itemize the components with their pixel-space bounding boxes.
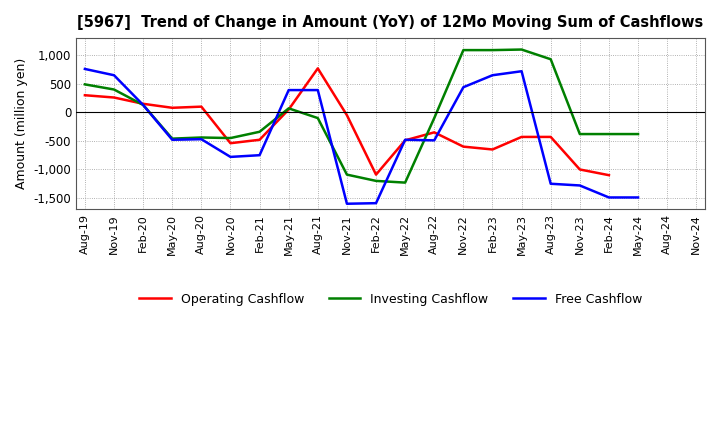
Investing Cashflow bbox=[605, 132, 613, 137]
Investing Cashflow bbox=[634, 132, 642, 137]
Title: [5967]  Trend of Change in Amount (YoY) of 12Mo Moving Sum of Cashflows: [5967] Trend of Change in Amount (YoY) o… bbox=[78, 15, 703, 30]
Operating Cashflow bbox=[197, 104, 206, 109]
Investing Cashflow bbox=[226, 136, 235, 141]
Investing Cashflow bbox=[168, 136, 176, 141]
Operating Cashflow bbox=[109, 95, 118, 100]
Operating Cashflow bbox=[168, 105, 176, 110]
Operating Cashflow bbox=[517, 134, 526, 139]
Operating Cashflow bbox=[284, 107, 293, 112]
Operating Cashflow bbox=[81, 92, 89, 98]
Free Cashflow bbox=[139, 102, 148, 107]
Investing Cashflow bbox=[343, 172, 351, 177]
Operating Cashflow bbox=[401, 138, 410, 143]
Free Cashflow bbox=[575, 183, 584, 188]
Investing Cashflow bbox=[109, 87, 118, 92]
Free Cashflow bbox=[459, 84, 468, 90]
Free Cashflow bbox=[546, 181, 555, 187]
Operating Cashflow bbox=[430, 130, 438, 135]
Investing Cashflow bbox=[488, 48, 497, 53]
Operating Cashflow bbox=[605, 172, 613, 178]
Investing Cashflow bbox=[284, 106, 293, 111]
Line: Free Cashflow: Free Cashflow bbox=[85, 69, 638, 204]
Operating Cashflow bbox=[575, 167, 584, 172]
Free Cashflow bbox=[197, 136, 206, 142]
Free Cashflow bbox=[517, 69, 526, 74]
Investing Cashflow bbox=[517, 47, 526, 52]
Operating Cashflow bbox=[546, 134, 555, 139]
Investing Cashflow bbox=[81, 82, 89, 87]
Investing Cashflow bbox=[139, 102, 148, 107]
Investing Cashflow bbox=[256, 129, 264, 134]
Free Cashflow bbox=[634, 195, 642, 200]
Legend: Operating Cashflow, Investing Cashflow, Free Cashflow: Operating Cashflow, Investing Cashflow, … bbox=[134, 288, 647, 311]
Investing Cashflow bbox=[546, 57, 555, 62]
Free Cashflow bbox=[313, 88, 322, 93]
Line: Investing Cashflow: Investing Cashflow bbox=[85, 50, 638, 183]
Free Cashflow bbox=[109, 73, 118, 78]
Free Cashflow bbox=[226, 154, 235, 160]
Free Cashflow bbox=[401, 137, 410, 143]
Operating Cashflow bbox=[256, 137, 264, 143]
Free Cashflow bbox=[256, 153, 264, 158]
Operating Cashflow bbox=[488, 147, 497, 152]
Investing Cashflow bbox=[459, 48, 468, 53]
Operating Cashflow bbox=[459, 144, 468, 149]
Investing Cashflow bbox=[372, 178, 380, 183]
Y-axis label: Amount (million yen): Amount (million yen) bbox=[15, 58, 28, 189]
Line: Operating Cashflow: Operating Cashflow bbox=[85, 68, 609, 175]
Free Cashflow bbox=[605, 195, 613, 200]
Operating Cashflow bbox=[139, 101, 148, 106]
Operating Cashflow bbox=[226, 140, 235, 146]
Investing Cashflow bbox=[197, 135, 206, 140]
Free Cashflow bbox=[168, 137, 176, 143]
Free Cashflow bbox=[81, 66, 89, 72]
Operating Cashflow bbox=[372, 172, 380, 177]
Operating Cashflow bbox=[343, 113, 351, 118]
Free Cashflow bbox=[284, 88, 293, 93]
Investing Cashflow bbox=[313, 115, 322, 121]
Free Cashflow bbox=[343, 201, 351, 206]
Free Cashflow bbox=[372, 201, 380, 206]
Investing Cashflow bbox=[401, 180, 410, 185]
Free Cashflow bbox=[430, 138, 438, 143]
Investing Cashflow bbox=[430, 115, 438, 121]
Free Cashflow bbox=[488, 73, 497, 78]
Operating Cashflow bbox=[313, 66, 322, 71]
Investing Cashflow bbox=[575, 132, 584, 137]
